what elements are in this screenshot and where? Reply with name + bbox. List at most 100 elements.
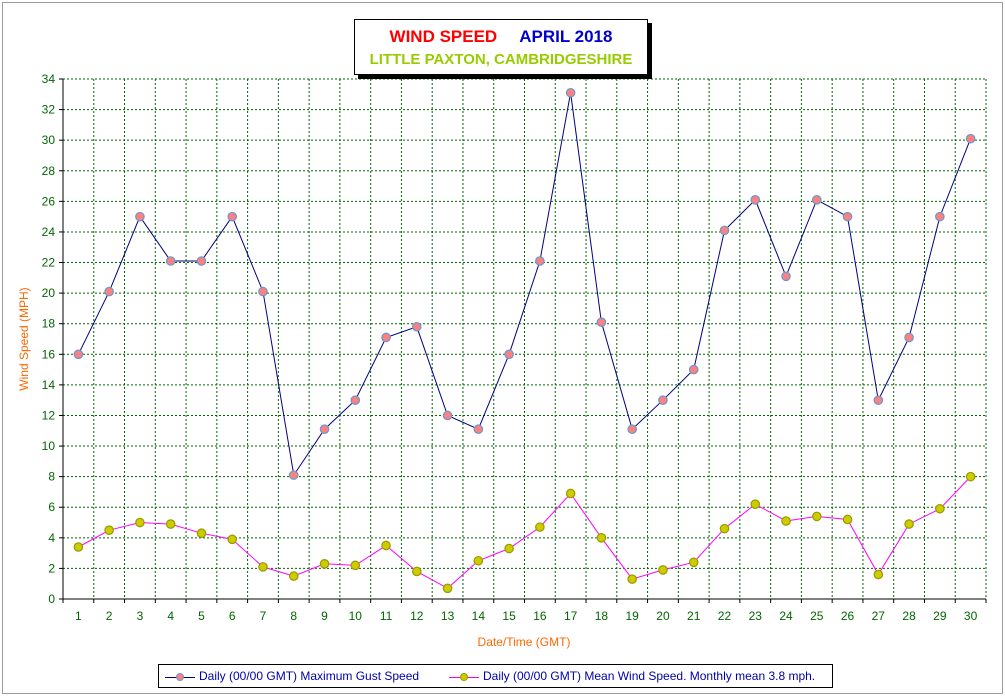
x-tick-label: 2 xyxy=(106,609,113,623)
data-point-gust xyxy=(350,395,361,405)
x-tick-label: 18 xyxy=(595,609,609,623)
y-tick-label: 8 xyxy=(48,470,55,484)
data-point-mean xyxy=(719,523,730,534)
legend-item-gust: Daily (00/00 GMT) Maximum Gust Speed xyxy=(165,669,419,683)
x-tick-label: 8 xyxy=(290,609,297,623)
data-point-mean xyxy=(135,517,145,528)
data-point-gust xyxy=(165,256,176,266)
data-point-gust xyxy=(412,321,422,332)
x-tick-label: 17 xyxy=(564,609,578,623)
data-point-gust xyxy=(196,256,207,266)
data-point-gust xyxy=(904,332,914,343)
y-tick-label: 12 xyxy=(42,408,56,422)
data-point-mean xyxy=(535,522,545,532)
series-line-mean xyxy=(78,476,971,589)
x-tick-label: 30 xyxy=(964,609,978,623)
x-tick-label: 4 xyxy=(167,609,174,623)
data-point-mean xyxy=(73,542,84,552)
data-point-mean xyxy=(504,543,514,554)
data-point-mean xyxy=(627,574,637,584)
data-point-mean xyxy=(227,534,238,545)
data-point-gust xyxy=(658,395,668,405)
legend-label-mean: Daily (00/00 GMT) Mean Wind Speed. Month… xyxy=(483,669,816,683)
y-tick-label: 26 xyxy=(42,194,56,208)
data-point-mean xyxy=(442,583,453,594)
data-point-mean xyxy=(873,569,884,580)
data-point-gust xyxy=(750,195,761,205)
data-point-gust xyxy=(319,424,330,435)
legend-swatch-mean xyxy=(449,671,479,683)
x-tick-label: 27 xyxy=(872,609,886,623)
x-tick-label: 6 xyxy=(229,609,236,623)
data-point-mean xyxy=(750,499,761,509)
y-tick-label: 6 xyxy=(48,500,55,514)
chart-title-line: WIND SPEED APRIL 2018 xyxy=(355,27,647,47)
data-point-mean xyxy=(658,565,668,575)
data-point-mean xyxy=(811,511,822,522)
data-point-gust xyxy=(288,470,299,480)
data-point-gust xyxy=(104,286,114,297)
x-tick-label: 14 xyxy=(472,609,486,623)
x-tick-label: 9 xyxy=(321,609,328,623)
data-point-gust xyxy=(688,364,699,375)
data-point-mean xyxy=(104,525,114,535)
data-point-mean xyxy=(288,571,299,581)
data-point-gust xyxy=(935,211,945,222)
x-tick-label: 11 xyxy=(380,609,393,623)
data-point-gust xyxy=(473,424,484,435)
x-tick-label: 1 xyxy=(75,609,82,623)
y-tick-label: 2 xyxy=(48,561,55,575)
data-point-mean xyxy=(842,514,853,525)
y-tick-label: 22 xyxy=(42,256,56,270)
data-point-mean xyxy=(473,555,484,566)
x-tick-label: 13 xyxy=(441,609,455,623)
y-tick-label: 20 xyxy=(42,286,56,300)
y-tick-label: 10 xyxy=(42,439,56,453)
x-tick-label: 7 xyxy=(260,609,267,623)
x-tick-label: 29 xyxy=(933,609,947,623)
x-tick-label: 19 xyxy=(626,609,640,623)
data-point-gust xyxy=(596,317,607,327)
y-tick-label: 34 xyxy=(42,72,56,86)
data-point-gust xyxy=(811,195,822,205)
x-tick-label: 12 xyxy=(410,609,424,623)
chart-subtitle-month: APRIL 2018 xyxy=(519,27,613,46)
y-tick-label: 30 xyxy=(42,133,56,147)
series-line-gust xyxy=(77,92,972,477)
legend: Daily (00/00 GMT) Maximum Gust Speed Dai… xyxy=(158,664,833,688)
chart-title-box: WIND SPEED APRIL 2018 LITTLE PAXTON, CAMB… xyxy=(354,19,648,75)
data-point-gust xyxy=(135,211,145,222)
series-layer xyxy=(73,87,976,594)
x-tick-label: 21 xyxy=(687,609,701,623)
data-point-mean xyxy=(688,557,699,568)
data-point-mean xyxy=(258,562,268,572)
x-tick-label: 16 xyxy=(533,609,547,623)
data-point-gust xyxy=(442,410,453,421)
data-point-mean xyxy=(196,528,207,539)
data-point-mean xyxy=(381,540,391,551)
data-point-gust xyxy=(781,271,791,282)
data-point-gust xyxy=(842,211,853,222)
data-point-mean xyxy=(935,503,945,514)
y-axis-label: Wind Speed (MPH) xyxy=(17,287,31,390)
data-point-mean xyxy=(319,559,330,569)
x-tick-label: 5 xyxy=(198,609,205,623)
y-tick-label: 32 xyxy=(42,103,56,117)
data-point-gust xyxy=(381,332,391,343)
x-tick-label: 20 xyxy=(656,609,670,623)
x-tick-label: 22 xyxy=(718,609,732,623)
chart-title: WIND SPEED xyxy=(389,27,498,46)
y-tick-label: 14 xyxy=(42,378,56,392)
x-tick-label: 25 xyxy=(810,609,824,623)
x-tick-label: 23 xyxy=(749,609,763,623)
x-tick-label: 26 xyxy=(841,609,855,623)
data-point-gust xyxy=(73,349,84,360)
x-tick-label: 10 xyxy=(349,609,363,623)
y-tick-label: 0 xyxy=(48,592,55,606)
x-tick-label: 15 xyxy=(502,609,516,623)
y-tick-label: 28 xyxy=(42,164,56,178)
data-point-gust xyxy=(227,211,238,222)
data-point-gust xyxy=(258,286,268,297)
